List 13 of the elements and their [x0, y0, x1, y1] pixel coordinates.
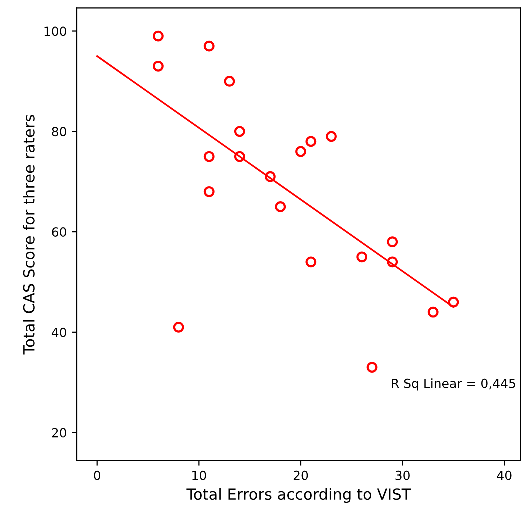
x-tick-label: 0	[94, 470, 101, 480]
annotation: R Sq Linear = 0,445	[392, 378, 516, 391]
y-tick-label: 60	[52, 228, 66, 237]
y-tick-label: 80	[52, 127, 66, 137]
x-tick-label: 40	[497, 470, 512, 480]
x-tick-label: 30	[396, 470, 410, 480]
y-tick-label: 40	[52, 328, 66, 338]
y-tick-label: 100	[44, 26, 66, 36]
x-axis-title: Total Errors according to VIST	[186, 488, 412, 504]
y-axis-title: Total CAS Score for three raters	[23, 115, 35, 355]
x-tick-label: 20	[294, 470, 308, 480]
y-tick-label: 20	[52, 428, 66, 438]
x-tick-label: 10	[192, 470, 206, 480]
